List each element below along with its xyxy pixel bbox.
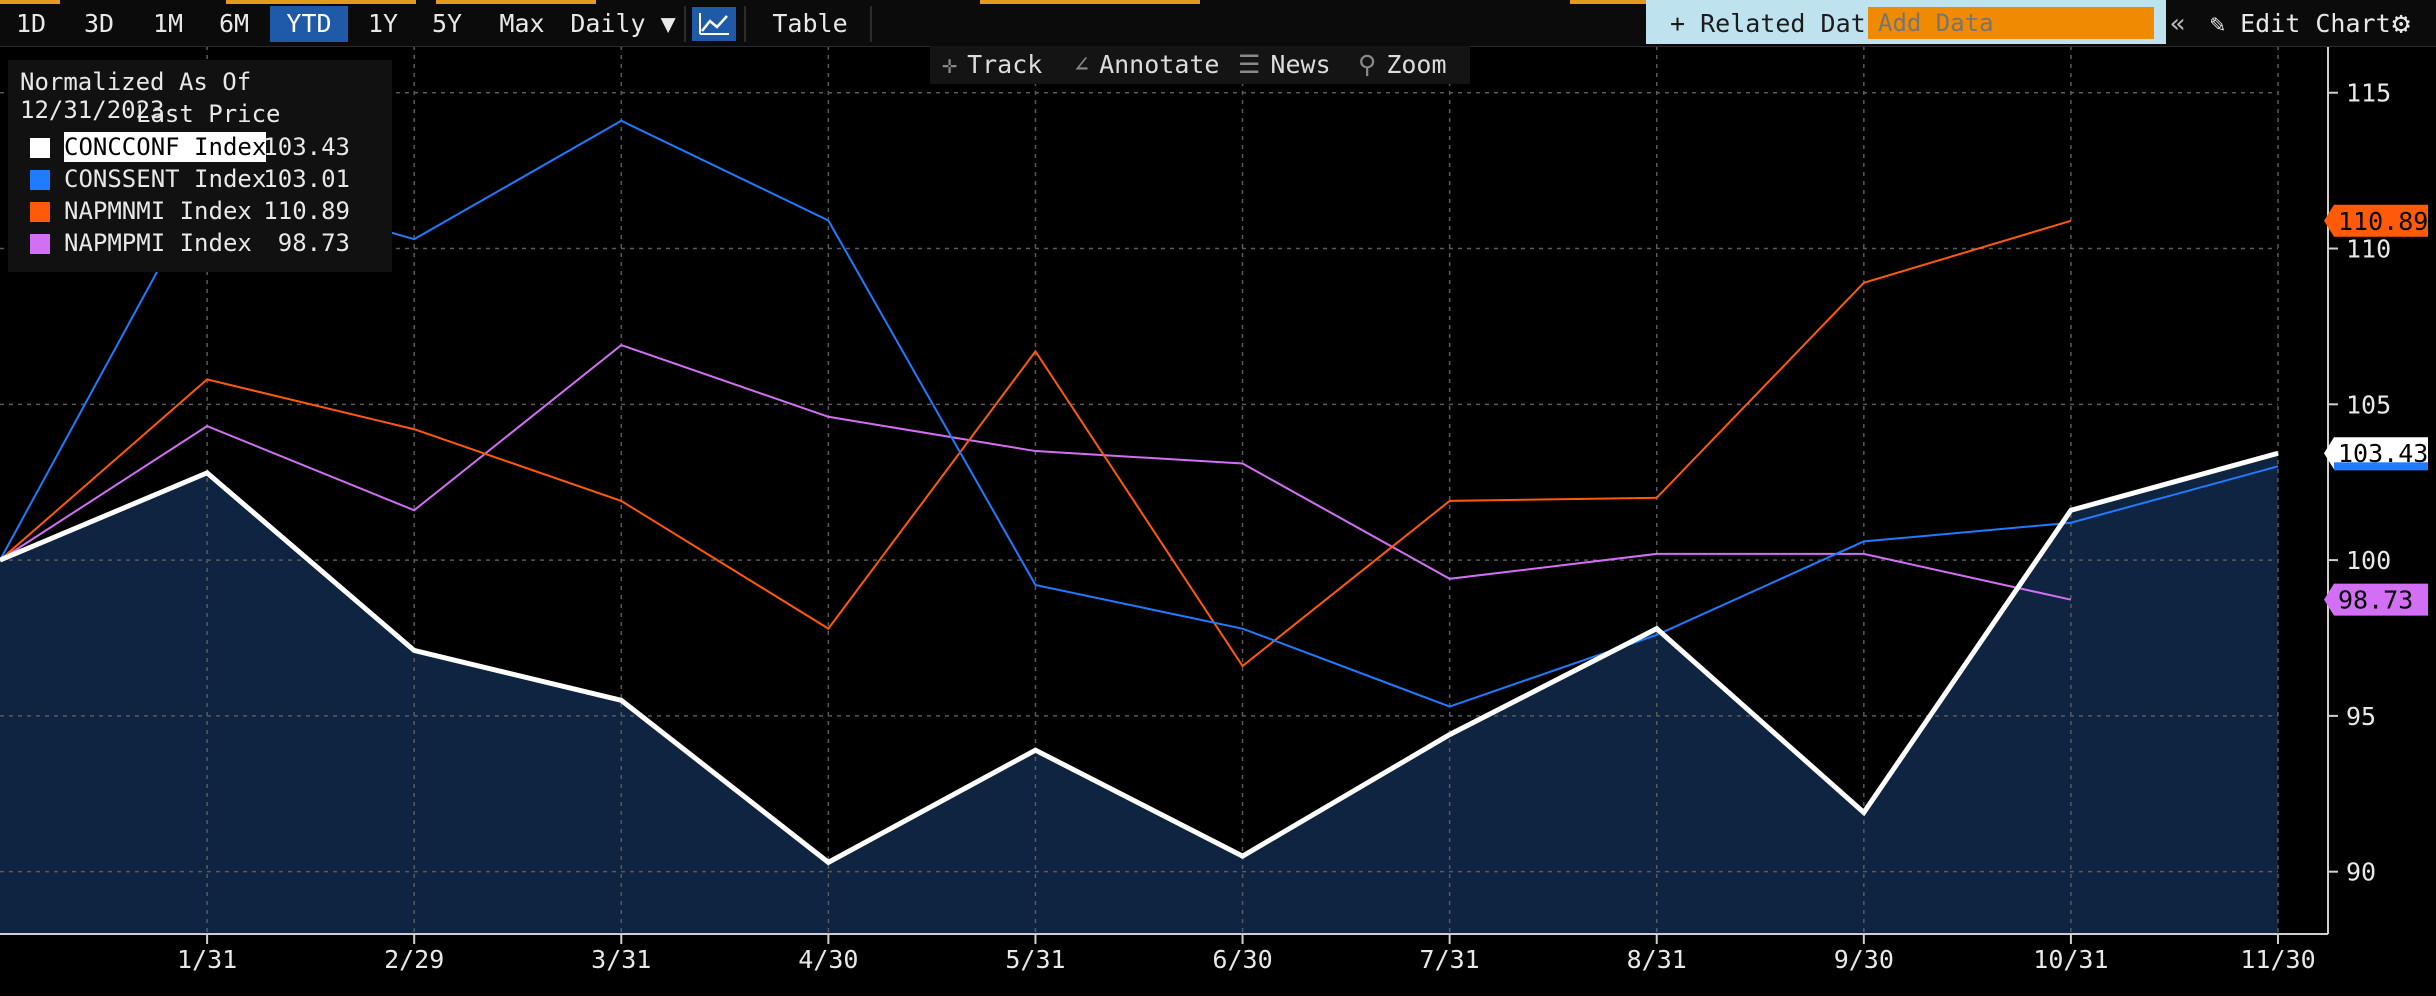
related-data-button[interactable]: + Related Dat xyxy=(1670,9,1866,38)
concconf-area-fill xyxy=(0,453,2278,934)
news-label: News xyxy=(1270,50,1331,79)
toolbar-divider xyxy=(870,6,872,42)
table-view-button[interactable]: Table xyxy=(772,9,848,38)
toolbar-divider xyxy=(744,6,746,42)
last-price-tag xyxy=(2324,204,2428,237)
chart-toolbar: 1D 3D 1M 6M YTD 1Y 5Y Max Daily ▼ Table … xyxy=(0,0,2436,47)
legend-swatch xyxy=(30,138,50,158)
line-chart-toggle-button[interactable] xyxy=(692,7,736,41)
legend-title: Normalized As Of 12/31/2023 xyxy=(20,68,252,124)
legend-series-value: 103.43 xyxy=(263,133,350,161)
legend-series-name: CONCCONF Index xyxy=(64,132,267,162)
x-tick-label: 8/31 xyxy=(1627,945,1687,974)
x-tick-label: 4/30 xyxy=(798,945,858,974)
annotate-label: Annotate xyxy=(1099,50,1220,79)
chart-subtoolbar: ✛ Track ∠ Annotate ☰ News ⚲ Zoom xyxy=(930,46,1470,84)
series-line-napmpmi xyxy=(0,343,2072,601)
y-tick-label: 100 xyxy=(2346,546,2391,575)
range-1y-button[interactable]: 1Y xyxy=(367,9,399,38)
x-tick-label: 7/31 xyxy=(1420,945,1480,974)
last-price-tag xyxy=(2334,462,2428,471)
toolbar-divider xyxy=(684,6,686,42)
last-price-tag-label: 110.89 xyxy=(2338,207,2428,236)
add-data-input[interactable] xyxy=(1868,7,2154,39)
legend-swatch xyxy=(30,202,50,222)
y-tick-label: 115 xyxy=(2346,79,2391,108)
y-tick-label: 90 xyxy=(2346,858,2376,887)
x-tick-label: 5/31 xyxy=(1005,945,1065,974)
range-6m-button[interactable]: 6M xyxy=(218,9,250,38)
pencil-icon: ∠ xyxy=(1074,50,1090,79)
range-1m-button[interactable]: 1M xyxy=(152,9,184,38)
y-tick-label: 95 xyxy=(2346,702,2376,731)
last-price-tag-label: 98.73 xyxy=(2338,586,2413,615)
toolbar-accent xyxy=(980,0,1200,4)
toolbar-accent xyxy=(436,0,596,4)
legend-series-value: 110.89 xyxy=(263,197,350,225)
x-tick-label: 11/30 xyxy=(2240,945,2315,974)
toolbar-accent xyxy=(0,0,60,4)
news-button[interactable]: ☰ News xyxy=(1238,46,1331,84)
legend-series-name: NAPMPMI Index xyxy=(64,229,252,257)
legend-subtitle: Last Price xyxy=(136,100,281,128)
magnifier-icon: ⚲ xyxy=(1358,50,1377,79)
range-5y-button[interactable]: 5Y xyxy=(431,9,463,38)
legend-item-napmpmi[interactable]: NAPMPMI Index 98.73 xyxy=(20,228,390,258)
legend-item-conssent[interactable]: CONSSENT Index 103.01 xyxy=(20,164,390,194)
toolbar-accent xyxy=(1570,0,1646,4)
range-3d-button[interactable]: 3D xyxy=(83,9,115,38)
legend-series-name: NAPMNMI Index xyxy=(64,197,252,225)
last-price-tag xyxy=(2324,437,2428,470)
range-max-button[interactable]: Max xyxy=(499,9,545,38)
range-ytd-button[interactable]: YTD xyxy=(270,6,348,42)
zoom-label: Zoom xyxy=(1386,50,1447,79)
annotate-button[interactable]: ∠ Annotate xyxy=(1074,46,1219,84)
x-tick-label: 10/31 xyxy=(2033,945,2108,974)
zoom-button[interactable]: ⚲ Zoom xyxy=(1358,46,1447,84)
legend-item-concconf[interactable]: CONCCONF Index 103.43 xyxy=(20,132,390,162)
y-tick-label: 110 xyxy=(2346,235,2391,264)
series-line-concconf xyxy=(0,450,2279,866)
news-icon: ☰ xyxy=(1238,50,1261,79)
legend-series-name: CONSSENT Index xyxy=(64,165,267,193)
series-line-napmnmi xyxy=(0,219,2072,668)
track-label: Track xyxy=(967,50,1043,79)
legend-series-value: 103.01 xyxy=(263,165,350,193)
edit-chart-button[interactable]: ✎ Edit Chart xyxy=(2210,9,2391,38)
x-tick-label: 3/31 xyxy=(591,945,651,974)
legend-swatch xyxy=(30,170,50,190)
crosshair-icon: ✛ xyxy=(942,50,958,79)
x-tick-label: 6/30 xyxy=(1212,945,1272,974)
gear-icon[interactable]: ⚙ xyxy=(2391,6,2411,41)
x-tick-label: 2/29 xyxy=(384,945,444,974)
track-button[interactable]: ✛ Track xyxy=(942,46,1042,84)
toolbar-accent xyxy=(226,0,416,4)
legend-series-value: 98.73 xyxy=(277,229,350,257)
range-1d-button[interactable]: 1D xyxy=(15,9,47,38)
chart-legend: Normalized As Of 12/31/2023 Last Price C… xyxy=(8,60,392,272)
legend-swatch xyxy=(30,234,50,254)
frequency-dropdown[interactable]: Daily ▼ xyxy=(570,9,676,38)
x-tick-label: 9/30 xyxy=(1834,945,1894,974)
x-tick-label: 1/31 xyxy=(177,945,237,974)
line-chart-icon xyxy=(699,13,729,35)
collapse-icon[interactable]: « xyxy=(2170,9,2186,39)
y-tick-label: 105 xyxy=(2346,390,2391,419)
last-price-tag xyxy=(2324,583,2428,616)
legend-item-napmnmi[interactable]: NAPMNMI Index 110.89 xyxy=(20,196,390,226)
